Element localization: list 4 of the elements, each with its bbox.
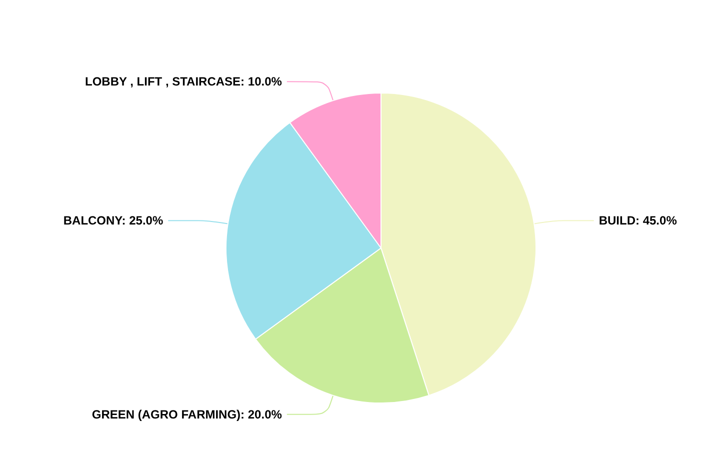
slice-label: BALCONY: 25.0% [63,214,164,228]
slice-label: LOBBY , LIFT , STAIRCASE: 10.0% [85,74,282,89]
slice-label: BUILD: 45.0% [598,214,678,228]
slice-label: GREEN (AGRO FARMING): 20.0% [92,407,282,422]
